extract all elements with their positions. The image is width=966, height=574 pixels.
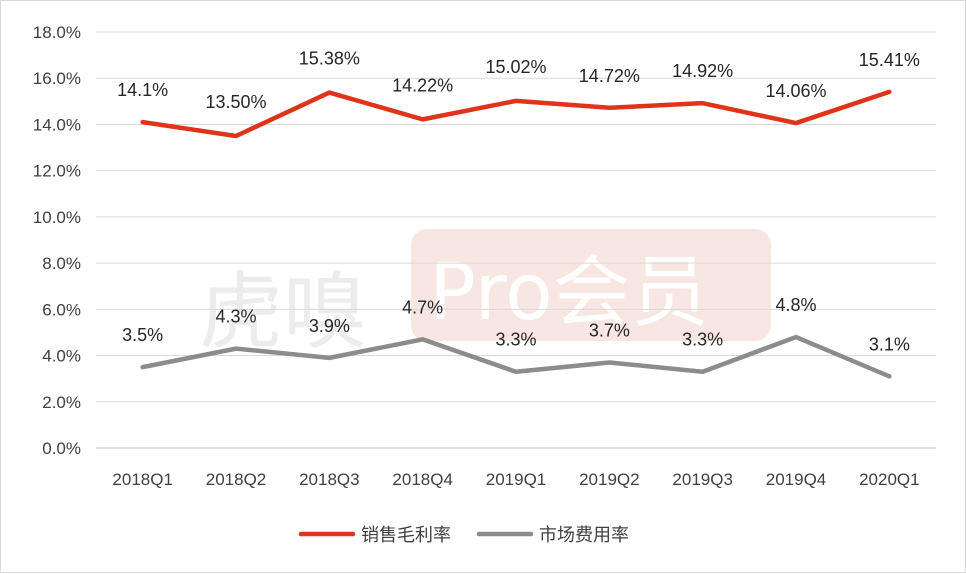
y-tick-label: 6.0% [42, 300, 81, 319]
data-point [608, 107, 610, 109]
x-tick-label: 2018Q2 [206, 470, 267, 489]
y-tick-label: 12.0% [33, 162, 81, 181]
y-tick-label: 4.0% [42, 347, 81, 366]
data-point [608, 361, 610, 363]
data-label: 15.02% [485, 57, 546, 77]
x-tick-label: 2018Q1 [112, 470, 173, 489]
data-label: 3.3% [682, 330, 723, 350]
data-labels: 14.1% 13.50% 15.38% 14.22% 15.02% 14.72% 14.92… [117, 49, 920, 355]
legend-label-sales-margin: 销售毛利率 [361, 525, 451, 546]
legend: 销售毛利率 市场费用率 [298, 525, 629, 546]
data-point [328, 92, 330, 94]
watermark: 虎嗅 Pro会员 [199, 229, 771, 361]
data-label: 3.7% [589, 320, 630, 340]
data-label: 14.72% [579, 66, 640, 86]
data-label: 15.41% [859, 50, 920, 70]
data-label: 14.92% [672, 61, 733, 81]
data-label: 14.06% [765, 81, 826, 101]
x-tick-label: 2019Q2 [579, 470, 640, 489]
y-tick-label: 18.0% [33, 23, 81, 42]
data-point [888, 91, 890, 93]
data-point [795, 336, 797, 338]
y-tick-label: 16.0% [33, 69, 81, 88]
data-label: 13.50% [205, 92, 266, 112]
data-point [515, 100, 517, 102]
x-tick-label: 2019Q4 [766, 470, 827, 489]
watermark-badge-box [411, 229, 771, 341]
x-tick-label: 2018Q4 [392, 470, 453, 489]
data-point [422, 118, 424, 120]
data-label: 3.5% [122, 325, 163, 345]
y-axis: 0.0% 2.0% 4.0% 6.0% 8.0% 10.0% 12.0% 14.0% 16.0%… [33, 23, 81, 458]
data-point [328, 357, 330, 359]
data-label: 3.3% [495, 330, 536, 350]
x-tick-label: 2019Q3 [672, 470, 733, 489]
y-tick-label: 10.0% [33, 208, 81, 227]
data-label: 15.38% [299, 49, 360, 69]
data-point [795, 122, 797, 124]
data-label: 14.22% [392, 75, 453, 95]
data-point [142, 121, 144, 123]
data-label: 4.8% [775, 295, 816, 315]
data-label: 4.7% [402, 297, 443, 317]
y-tick-label: 0.0% [42, 439, 81, 458]
y-tick-label: 2.0% [42, 393, 81, 412]
data-label: 4.3% [215, 307, 256, 327]
x-axis: 2018Q1 2018Q2 2018Q3 2018Q4 2019Q1 2019Q2 2019… [112, 470, 919, 489]
data-point [422, 338, 424, 340]
data-label: 3.1% [869, 334, 910, 354]
y-tick-label: 8.0% [42, 254, 81, 273]
legend-label-marketing-rate: 市场费用率 [539, 525, 629, 546]
data-point [142, 366, 144, 368]
series-group [140, 89, 892, 379]
data-point [702, 102, 704, 104]
data-point [702, 371, 704, 373]
x-tick-label: 2018Q3 [299, 470, 360, 489]
data-point [888, 375, 890, 377]
watermark-badge: Pro会员 [429, 248, 709, 338]
watermark-brand: 虎嗅 [199, 263, 367, 361]
data-point [235, 348, 237, 350]
y-tick-label: 14.0% [33, 115, 81, 134]
data-label: 3.9% [309, 316, 350, 336]
data-label: 14.1% [117, 80, 168, 100]
x-tick-label: 2019Q1 [486, 470, 547, 489]
data-point [235, 135, 237, 137]
x-tick-label: 2020Q1 [859, 470, 920, 489]
gridlines [96, 31, 936, 449]
data-point [515, 371, 517, 373]
